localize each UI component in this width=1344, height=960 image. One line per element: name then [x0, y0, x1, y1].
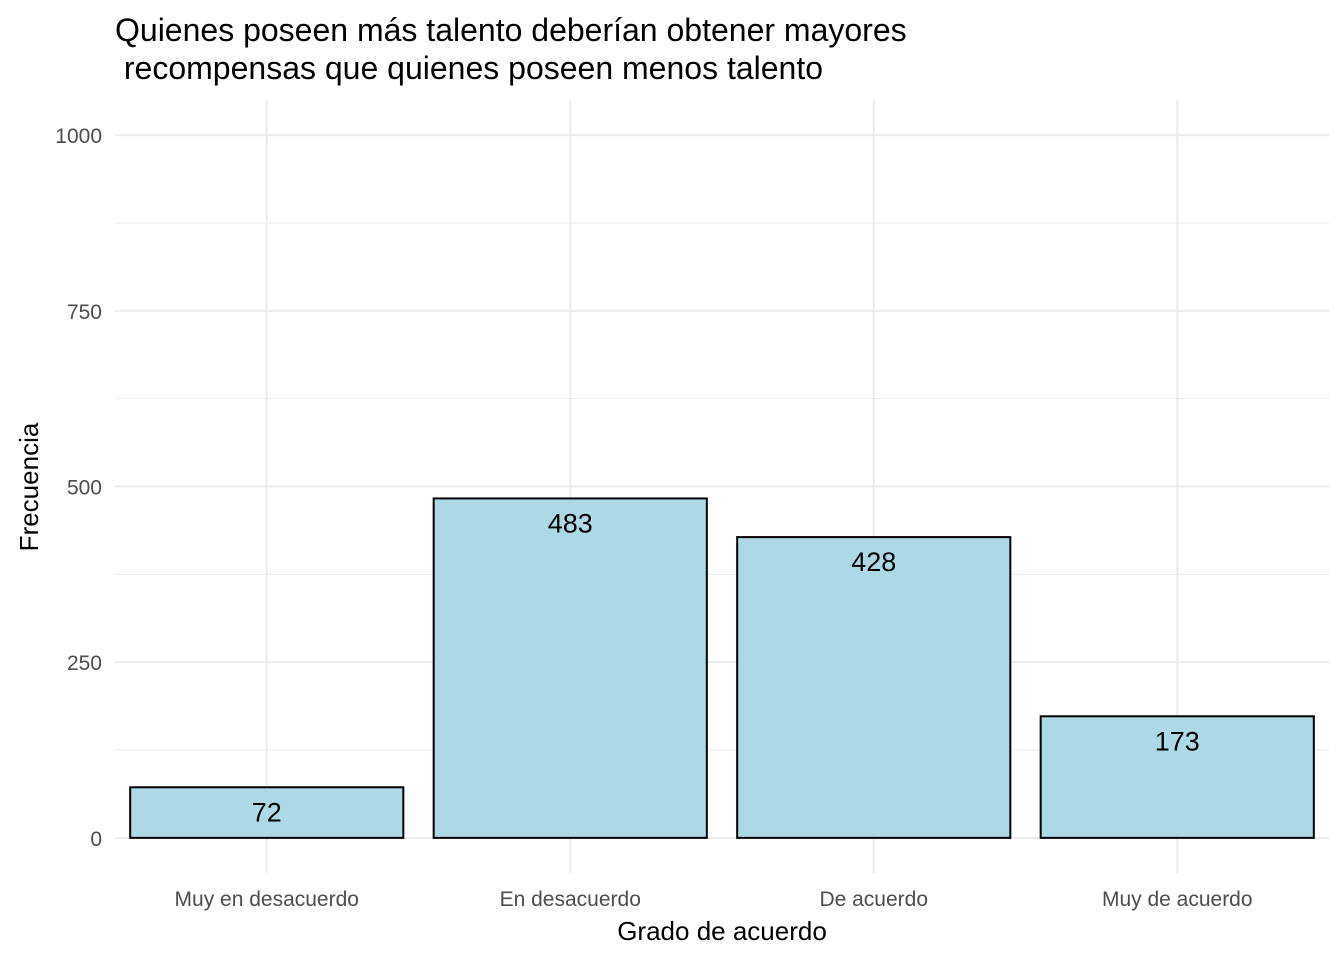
- bar-value-label: 173: [1155, 726, 1200, 756]
- y-axis-title: Frecuencia: [14, 422, 44, 551]
- bar-value-label: 483: [548, 508, 593, 538]
- x-tick-label: Muy de acuerdo: [1102, 888, 1253, 911]
- bars: [129, 497, 1315, 839]
- y-tick-label: 0: [90, 828, 102, 851]
- y-tick-label: 250: [67, 652, 102, 675]
- bar-value-label: 72: [252, 797, 282, 827]
- x-tick-label: Muy en desacuerdo: [175, 888, 359, 911]
- bar: [129, 786, 405, 839]
- bar: [432, 497, 708, 839]
- bar: [736, 536, 1012, 839]
- x-tick-label: De acuerdo: [819, 888, 928, 911]
- y-axis-ticks: 0 250 500 750 1000: [55, 125, 102, 851]
- data-labels: 72 483 428 173: [252, 508, 1200, 827]
- y-tick-label: 500: [67, 477, 102, 500]
- bar: [1039, 715, 1315, 839]
- x-axis-title: Grado de acuerdo: [617, 916, 827, 946]
- bar-value-label: 428: [851, 547, 896, 577]
- x-tick-label: En desacuerdo: [500, 888, 641, 911]
- y-tick-label: 1000: [55, 125, 102, 148]
- chart-title-line-1: Quienes poseen más talento deberían obte…: [115, 12, 907, 48]
- y-tick-label: 750: [67, 301, 102, 324]
- x-axis-ticks: Muy en desacuerdo En desacuerdo De acuerdo…: [175, 888, 1253, 911]
- chart-title-line-2: recompensas que quienes poseen menos tal…: [115, 50, 823, 86]
